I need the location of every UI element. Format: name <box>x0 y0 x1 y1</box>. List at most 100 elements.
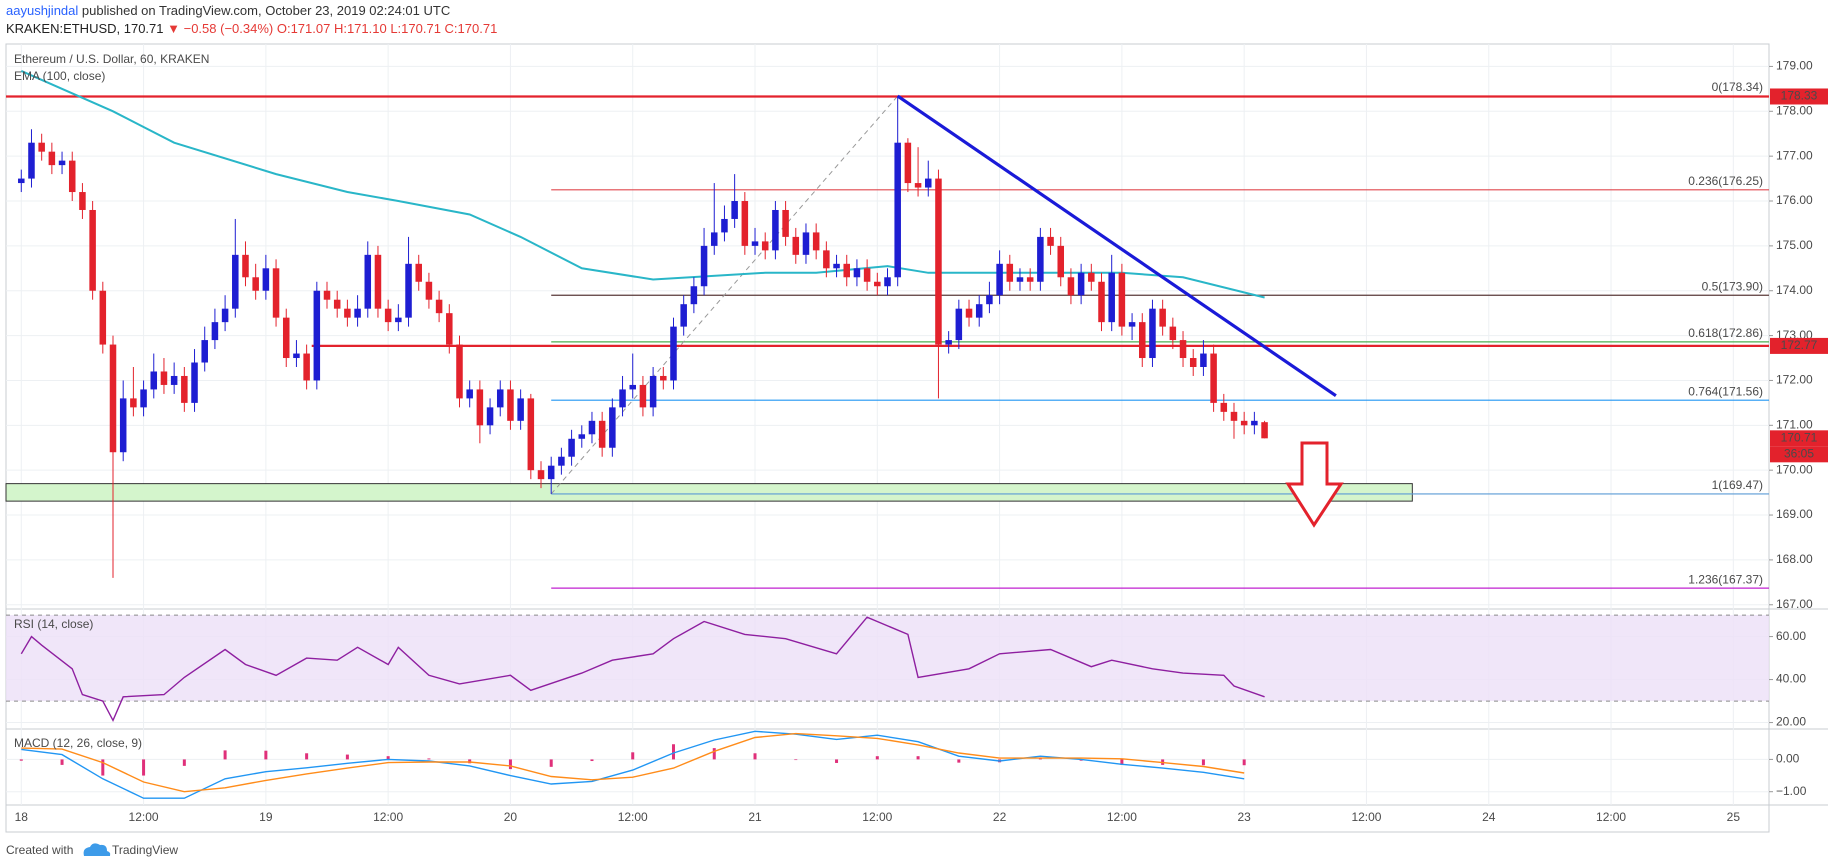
candle-body <box>384 308 392 323</box>
candle-body <box>476 389 484 426</box>
candle-body <box>588 420 596 435</box>
level-price-label: 178.33 <box>1781 89 1818 103</box>
macd-histogram-bar <box>631 752 635 760</box>
quote-line: KRAKEN:ETHUSD, 170.71 ▼ −0.58 (−0.34%) O… <box>6 21 497 36</box>
x-tick-label: 20 <box>504 810 518 824</box>
y-tick-label: 175.00 <box>1776 238 1813 252</box>
candle-body <box>782 209 789 237</box>
chart-title: Ethereum / U.S. Dollar, 60, KRAKEN <box>14 52 209 66</box>
macd-histogram-bar <box>508 759 512 770</box>
x-tick-label: 12:00 <box>1596 810 1626 824</box>
candle-body <box>568 438 575 457</box>
y-tick-label: 177.00 <box>1776 148 1813 162</box>
macd-histogram-bar <box>223 750 227 760</box>
macd-histogram-bar <box>712 748 716 760</box>
candle-body <box>1210 353 1217 403</box>
candle-body <box>130 398 137 408</box>
y-tick-label: 179.00 <box>1776 59 1813 73</box>
change: ▼ −0.58 (−0.34%) <box>164 21 274 36</box>
candle-body <box>344 308 351 318</box>
rsi-band <box>6 615 1769 702</box>
candle-body <box>486 407 494 426</box>
y-tick-label: 40.00 <box>1776 672 1806 686</box>
macd-histogram-bar <box>1201 759 1205 766</box>
x-tick-label: 25 <box>1727 810 1741 824</box>
candle-body <box>293 353 300 359</box>
candle-body <box>660 375 667 381</box>
candle-body <box>751 241 759 246</box>
candle-body <box>731 201 738 219</box>
macd-histogram-bar <box>671 744 675 760</box>
candle-body <box>1240 420 1248 426</box>
x-tick-label: 12:00 <box>862 810 892 824</box>
x-tick-label: 21 <box>748 810 762 824</box>
candle-body <box>843 263 850 278</box>
candle-body <box>109 344 117 453</box>
candle-body <box>395 317 402 323</box>
brand-logo[interactable] <box>83 843 111 856</box>
candle-body <box>619 389 626 408</box>
candle-body <box>741 201 749 246</box>
macd-histogram-bar <box>590 759 594 762</box>
fib-label: 0(178.34) <box>1712 80 1763 94</box>
candle-body <box>517 398 524 421</box>
candle-body <box>527 398 535 471</box>
candle-body <box>812 232 820 251</box>
candle-body <box>333 299 341 309</box>
candle-body <box>68 160 76 193</box>
candle-body <box>914 183 922 188</box>
candle-body <box>1067 277 1075 296</box>
x-tick-label: 19 <box>259 810 273 824</box>
y-tick-label: 176.00 <box>1776 193 1813 207</box>
candle-body <box>507 389 514 421</box>
candle-body <box>1047 236 1054 246</box>
candle-body <box>863 268 871 282</box>
candle-body <box>89 209 96 291</box>
candle-body <box>303 353 310 381</box>
candle-body <box>996 263 1003 296</box>
candle-body <box>201 340 208 363</box>
candle-body <box>1189 358 1197 367</box>
macd-histogram-bar <box>386 756 390 760</box>
candle-body <box>700 245 708 287</box>
candle-body <box>313 290 321 381</box>
candle-body <box>496 389 504 408</box>
candle-body <box>38 142 45 152</box>
candle-body <box>1261 422 1268 439</box>
candle-body <box>925 178 932 188</box>
level-price-label: 172.77 <box>1781 338 1818 352</box>
footer-brand[interactable]: TradingView <box>112 843 178 857</box>
candle-body <box>364 254 372 309</box>
x-tick-label: 18 <box>15 810 29 824</box>
trend-line <box>896 94 1337 398</box>
candle-body <box>99 290 107 345</box>
published: published on TradingView.com, October 23… <box>78 3 450 18</box>
macd-histogram-bar <box>549 759 553 767</box>
y-tick-label: 168.00 <box>1776 552 1813 566</box>
macd-title: MACD (12, 26, close, 9) <box>14 736 142 750</box>
candle-body <box>1026 277 1034 282</box>
candle-body <box>58 160 66 166</box>
candle-body <box>232 254 239 309</box>
candle-body <box>119 398 127 453</box>
candle-body <box>710 232 718 246</box>
candle-body <box>1230 411 1238 421</box>
candle-body <box>609 407 616 448</box>
candle-body <box>547 465 555 480</box>
candle-body <box>79 192 86 210</box>
macd-histogram-bar <box>875 756 879 760</box>
y-tick-label: −1.00 <box>1776 784 1807 798</box>
y-tick-label: 170.00 <box>1776 462 1813 476</box>
author[interactable]: aayushjindal <box>6 3 78 18</box>
candle-body <box>904 142 912 184</box>
candle-body <box>262 268 270 291</box>
macd-line <box>21 730 1245 799</box>
macd-histogram-bar <box>1120 759 1124 765</box>
candle-body <box>690 286 698 305</box>
header-line: aayushjindal published on TradingView.co… <box>6 3 450 18</box>
candle-body <box>18 178 25 184</box>
candle-body <box>160 371 168 385</box>
candle-body <box>1006 263 1014 282</box>
